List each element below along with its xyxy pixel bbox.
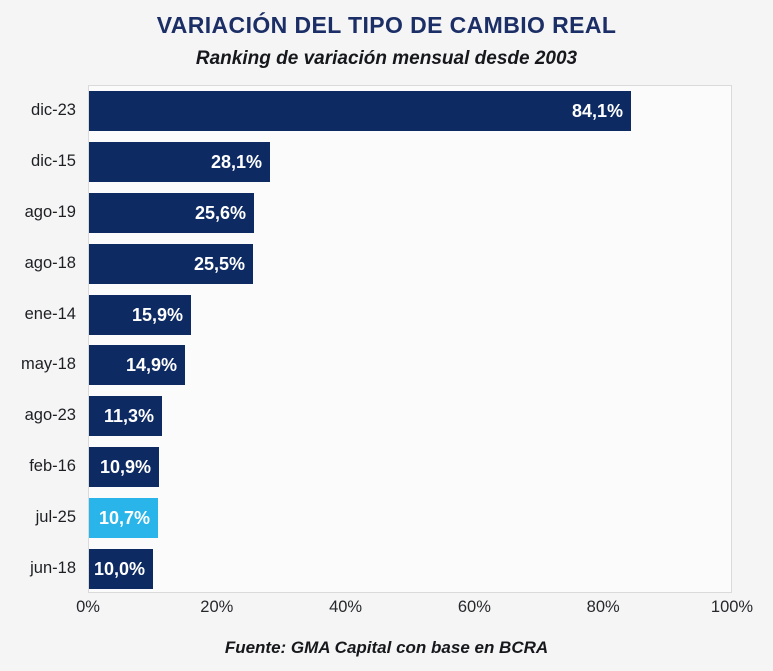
value-label: 10,7% bbox=[98, 507, 150, 528]
category-label-ago-19: ago-19 bbox=[24, 203, 76, 221]
bar-row: 10,7% bbox=[89, 498, 731, 538]
value-label: 84,1% bbox=[571, 100, 623, 121]
x-tick-0: 0% bbox=[76, 598, 100, 616]
bar-ene-14: 15,9% bbox=[89, 295, 191, 335]
bar-jun-18: 10,0% bbox=[89, 549, 153, 589]
value-label: 25,6% bbox=[194, 202, 246, 223]
value-label: 10,9% bbox=[99, 456, 151, 477]
category-label-ene-14: ene-14 bbox=[24, 305, 76, 323]
x-tick-20: 20% bbox=[200, 598, 234, 616]
value-label: 11,3% bbox=[103, 405, 154, 426]
bar-jul-25: 10,7% bbox=[89, 498, 158, 538]
x-tick-40: 40% bbox=[329, 598, 363, 616]
bar-ago-19: 25,6% bbox=[89, 193, 254, 233]
bar-dic-23: 84,1% bbox=[89, 91, 631, 131]
bar-row: 15,9% bbox=[89, 295, 731, 335]
x-tick-60: 60% bbox=[457, 598, 491, 616]
category-label-may-18: may-18 bbox=[20, 355, 76, 373]
x-tick-80: 80% bbox=[586, 598, 620, 616]
value-label: 25,5% bbox=[193, 253, 245, 274]
bar-row: 28,1% bbox=[89, 142, 731, 182]
category-label-dic-23: dic-23 bbox=[31, 101, 76, 119]
bar-ago-18: 25,5% bbox=[89, 244, 253, 284]
category-label-ago-18: ago-18 bbox=[24, 254, 76, 272]
x-tick-100: 100% bbox=[710, 598, 754, 616]
bar-row: 11,3% bbox=[89, 396, 731, 436]
bar-row: 10,9% bbox=[89, 447, 731, 487]
category-label-ago-23: ago-23 bbox=[24, 406, 76, 424]
bar-row: 25,6% bbox=[89, 193, 731, 233]
bar-row: 25,5% bbox=[89, 244, 731, 284]
value-label: 14,9% bbox=[125, 354, 177, 375]
chart-title: VARIACIÓN DEL TIPO DE CAMBIO REAL bbox=[156, 12, 617, 38]
bar-row: 14,9% bbox=[89, 345, 731, 385]
bar-row: 84,1% bbox=[89, 91, 731, 131]
category-label-feb-16: feb-16 bbox=[29, 457, 76, 475]
plot-area: 84,1% 28,1% 25,6% 25,5% 15,9% 14,9% 11,3% 10,9%… bbox=[88, 85, 732, 593]
category-label-dic-15: dic-15 bbox=[31, 152, 76, 170]
value-label: 10,0% bbox=[93, 558, 145, 579]
bar-feb-16: 10,9% bbox=[89, 447, 159, 487]
category-label-jul-25: jul-25 bbox=[35, 508, 76, 526]
value-label: 28,1% bbox=[210, 151, 262, 172]
category-label-jun-18: jun-18 bbox=[30, 559, 76, 577]
bar-row: 10,0% bbox=[89, 549, 731, 589]
bar-ago-23: 11,3% bbox=[89, 396, 162, 436]
chart-subtitle: Ranking de variación mensual desde 2003 bbox=[195, 48, 578, 69]
bar-dic-15: 28,1% bbox=[89, 142, 270, 182]
source-note: Fuente: GMA Capital con base en BCRA bbox=[224, 638, 549, 657]
bar-may-18: 14,9% bbox=[89, 345, 185, 385]
value-label: 15,9% bbox=[131, 304, 183, 325]
